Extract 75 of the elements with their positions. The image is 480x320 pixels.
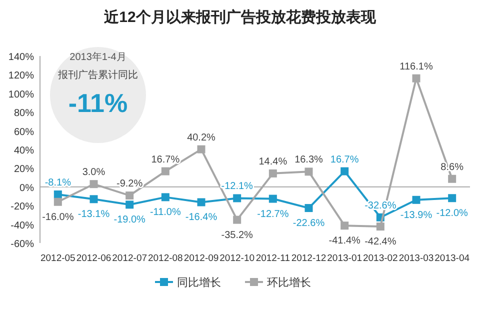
annotation: 2013年1-4月 <box>70 51 126 63</box>
y-tick-label: -40% <box>10 220 34 232</box>
point <box>376 222 384 231</box>
y-tick-label: 0% <box>20 182 34 194</box>
point <box>90 195 98 204</box>
point <box>54 198 62 206</box>
y-tick-label: -60% <box>10 239 34 250</box>
point <box>126 200 134 209</box>
data-label: 16.7% <box>151 154 180 166</box>
data-label: -12.1% <box>221 181 254 192</box>
point <box>90 180 98 188</box>
x-tick-label: 2013-01 <box>327 253 362 264</box>
y-tick-label: 60% <box>14 126 34 138</box>
point <box>197 145 206 154</box>
data-label: -13.1% <box>78 209 110 220</box>
chart-title: 近12个月以来报刊广告投放花费投放表现 <box>103 8 377 26</box>
x-tick-label: 2012-09 <box>184 253 219 264</box>
data-label: -12.0% <box>436 208 468 220</box>
x-tick-label: 2012-07 <box>112 253 148 264</box>
data-label: 16.3% <box>294 154 324 166</box>
data-label: 16.7% <box>330 154 359 166</box>
data-label: -13.9% <box>400 210 432 221</box>
data-label: -16.4% <box>185 212 218 224</box>
point <box>197 198 206 206</box>
point <box>412 74 420 82</box>
data-label: -16.0% <box>42 212 74 223</box>
data-label: -41.4% <box>328 236 361 247</box>
point <box>268 194 277 203</box>
y-tick-label: 20% <box>14 164 34 176</box>
x-tick-label: 2013-04 <box>434 253 470 264</box>
y-tick-label: 140% <box>8 52 34 63</box>
legend-label: 环比增长 <box>267 276 311 289</box>
x-tick-label: 2012-05 <box>40 253 76 264</box>
data-label: -9.2% <box>116 178 143 190</box>
point <box>161 167 170 176</box>
data-label: -19.0% <box>114 214 146 226</box>
point <box>412 196 420 204</box>
annotation: 报刊广告累计同比 <box>57 69 138 81</box>
data-label: 116.1% <box>400 61 433 72</box>
y-tick-label: 40% <box>14 146 34 156</box>
annotation: -11% <box>68 88 128 118</box>
point <box>448 174 456 183</box>
legend-label: 同比增长 <box>177 276 221 289</box>
data-label: 14.4% <box>258 156 288 168</box>
x-tick-label: 2012-11 <box>256 253 290 264</box>
point <box>161 193 170 202</box>
data-label: 40.2% <box>187 132 216 144</box>
y-tick-label: -20% <box>10 202 34 213</box>
point <box>448 194 456 202</box>
x-tick-label: 2013-03 <box>398 253 434 264</box>
point <box>54 190 62 198</box>
point <box>340 167 349 176</box>
data-label: -12.7% <box>257 208 289 220</box>
point <box>304 204 313 212</box>
point <box>340 222 349 230</box>
data-label: 8.6% <box>440 162 464 173</box>
y-tick-label: 100% <box>8 89 34 100</box>
data-label: -8.1% <box>44 177 72 188</box>
data-label: -35.2% <box>221 230 254 241</box>
x-tick-label: 2012-08 <box>148 253 183 264</box>
x-tick-label: 2012-10 <box>220 253 255 264</box>
data-label: -42.4% <box>364 236 396 248</box>
data-label: 3.0% <box>82 167 106 178</box>
data-label: -22.6% <box>292 218 325 230</box>
point <box>233 216 242 224</box>
x-tick-label: 2013-02 <box>362 253 398 264</box>
point <box>268 169 277 178</box>
data-label: -11.0% <box>150 207 181 218</box>
point <box>126 192 134 200</box>
x-tick-label: 2012-06 <box>76 253 112 264</box>
point <box>233 194 242 202</box>
x-tick-label: 2012-12 <box>291 253 326 264</box>
y-tick-label: 120% <box>8 70 34 82</box>
point <box>304 168 313 176</box>
y-tick-label: 80% <box>14 108 34 120</box>
